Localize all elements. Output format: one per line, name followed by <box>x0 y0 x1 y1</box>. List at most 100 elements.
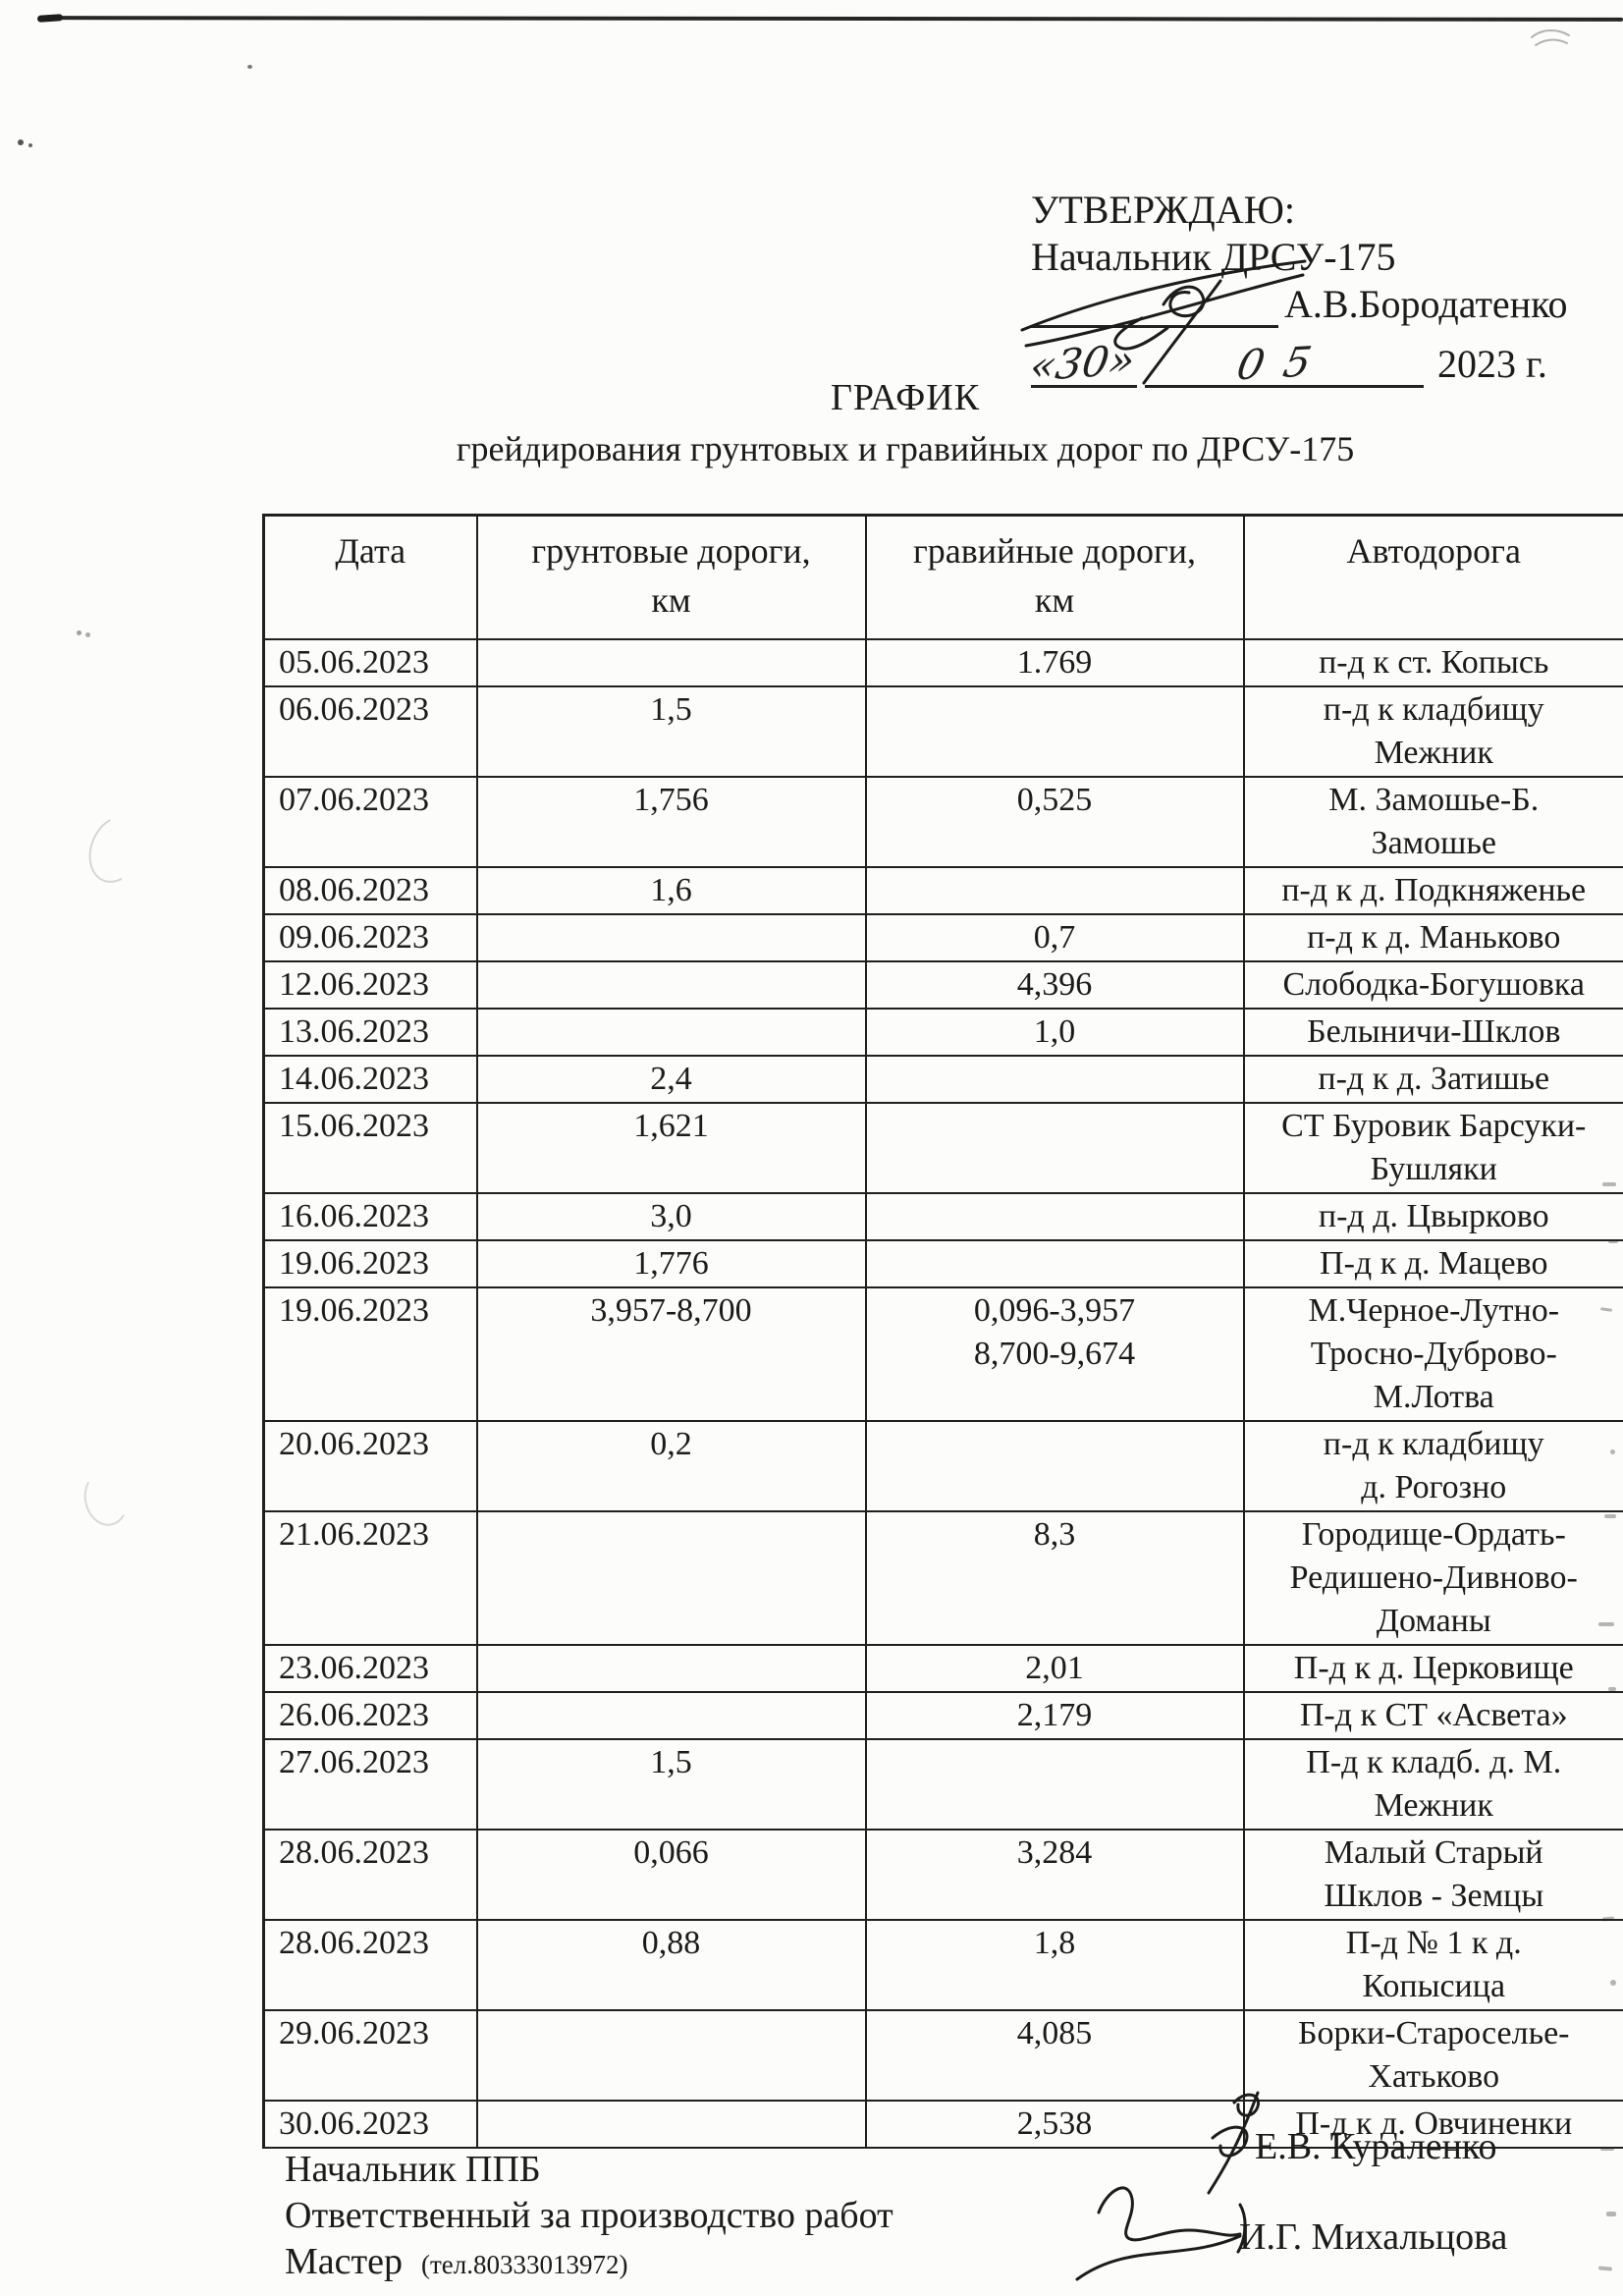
cell-gravel: 1,8 <box>864 1919 1245 2011</box>
handwritten-day: «30» <box>1026 335 1139 391</box>
schedule-table-body: 05.06.2023 1.769 п-д к ст. Копысь 06.06.202… <box>262 638 1623 2149</box>
scan-artifact <box>1606 2212 1616 2216</box>
cell-dirt: 1,5 <box>475 685 867 778</box>
cell-date: 26.06.2023 <box>262 1691 478 1740</box>
approver-signature-line: А.В.Бородатенко <box>1031 281 1600 328</box>
table-row: 20.06.2023 0,2 п-д к кладбищу д. Рогозно <box>262 1420 1623 1512</box>
cell-road: П-д № 1 к д. Копысица <box>1242 1919 1623 2011</box>
cell-road: СТ Буровик Барсуки- Бушляки <box>1242 1102 1623 1194</box>
cell-date: 28.06.2023 <box>262 1919 478 2011</box>
table-row: 27.06.2023 1,5 П-д к кладб. д. М. Межник <box>262 1738 1623 1831</box>
approve-word: УТВЕРЖДАЮ: <box>1031 188 1295 232</box>
cell-gravel <box>864 1055 1245 1104</box>
cell-date: 07.06.2023 <box>262 776 478 868</box>
cell-date: 30.06.2023 <box>262 2100 478 2149</box>
cell-dirt <box>475 1008 867 1057</box>
table-row: 09.06.2023 0,7 п-д к д. Маньково <box>262 913 1623 962</box>
scan-artifact <box>18 139 24 145</box>
scan-artifact-top-blob <box>36 14 64 23</box>
footer-signer-2: И.Г. Михальцова <box>1239 2216 1508 2258</box>
approval-date-line: «30» 05 2023 г. <box>1026 335 1600 391</box>
cell-dirt <box>475 2009 867 2102</box>
cell-date: 21.06.2023 <box>262 1510 478 1646</box>
table-row: 19.06.2023 3,957-8,700 0,096-3,957 8,700-9… <box>262 1286 1623 1422</box>
signature-underline <box>1031 284 1278 328</box>
table-row: 16.06.2023 3,0 п-д д. Цвырково <box>262 1192 1623 1241</box>
cell-gravel: 1,0 <box>864 1008 1245 1057</box>
cell-gravel <box>864 685 1245 778</box>
cell-gravel <box>864 1239 1245 1288</box>
cell-gravel: 4,396 <box>864 960 1245 1010</box>
cell-dirt: 1,756 <box>475 776 867 868</box>
cell-road: П-д к д. Мацево <box>1242 1239 1623 1288</box>
document-title: ГРАФИК <box>830 377 981 418</box>
cell-date: 29.06.2023 <box>262 2009 478 2102</box>
cell-date: 28.06.2023 <box>262 1829 478 1921</box>
table-row: 06.06.2023 1,5 п-д к кладбищу Межник <box>262 685 1623 778</box>
handwritten-month: 05 <box>1145 337 1424 389</box>
cell-gravel <box>864 866 1245 915</box>
cell-gravel: 1.769 <box>864 638 1245 687</box>
cell-date: 12.06.2023 <box>262 960 478 1010</box>
cell-gravel: 2,538 <box>864 2100 1245 2149</box>
cell-dirt <box>475 1644 867 1693</box>
cell-road: М. Замошье-Б. Замошье <box>1242 776 1623 868</box>
cell-date: 08.06.2023 <box>262 866 478 915</box>
table-row: 05.06.2023 1.769 п-д к ст. Копысь <box>262 638 1623 687</box>
cell-dirt: 1,5 <box>475 1738 867 1831</box>
cell-road: Городище-Ордать- Редишено-Дивново- Доман… <box>1242 1510 1623 1646</box>
cell-dirt: 3,957-8,700 <box>475 1286 867 1422</box>
cell-gravel: 8,3 <box>864 1510 1245 1646</box>
footer-role-3: Мастер (тел.80333013972) <box>285 2239 893 2288</box>
cell-road: Слободка-Богушовка <box>1242 960 1623 1010</box>
table-row: 13.06.2023 1,0 Белыничи-Шклов <box>262 1008 1623 1057</box>
header-date: Дата <box>262 514 478 640</box>
table-row: 19.06.2023 1,776 П-д к д. Мацево <box>262 1239 1623 1288</box>
cell-road: п-д к д. Маньково <box>1242 913 1623 962</box>
footer-signer-1: Е.В. Кураленко <box>1255 2126 1497 2167</box>
cell-dirt: 1,621 <box>475 1102 867 1194</box>
table-row: 08.06.2023 1,6 п-д к д. Подкняженье <box>262 866 1623 915</box>
cell-road: п-д к д. Затишье <box>1242 1055 1623 1104</box>
scan-artifact <box>247 65 252 69</box>
cell-dirt <box>475 638 867 687</box>
table-row: 12.06.2023 4,396 Слободка-Богушовка <box>262 960 1623 1010</box>
table-row: 28.06.2023 0,88 1,8 П-д № 1 к д. Копысица <box>262 1919 1623 2011</box>
cell-road: П-д к СТ «Асвета» <box>1242 1691 1623 1740</box>
scan-artifact <box>79 1467 134 1530</box>
cell-date: 20.06.2023 <box>262 1420 478 1512</box>
cell-dirt <box>475 1691 867 1740</box>
cell-date: 15.06.2023 <box>262 1102 478 1194</box>
cell-gravel <box>864 1192 1245 1241</box>
cell-date: 16.06.2023 <box>262 1192 478 1241</box>
document-title-block: ГРАФИК грейдирования грунтовых и гравийн… <box>262 376 1548 470</box>
approval-year: 2023 г. <box>1437 342 1547 386</box>
cell-date: 27.06.2023 <box>262 1738 478 1831</box>
cell-gravel: 2,179 <box>864 1691 1245 1740</box>
cell-road: Белыничи-Шклов <box>1242 1008 1623 1057</box>
cell-gravel <box>864 1738 1245 1831</box>
schedule-table: Дата грунтовые дороги, км гравийные доро… <box>262 514 1623 2149</box>
cell-date: 19.06.2023 <box>262 1286 478 1422</box>
scan-artifact <box>77 630 81 635</box>
document-subtitle: грейдирования грунтовых и гравийных доро… <box>456 429 1355 468</box>
cell-road: п-д д. Цвырково <box>1242 1192 1623 1241</box>
scan-artifact-top-line <box>38 16 1623 22</box>
director-signature <box>1020 259 1307 385</box>
cell-date: 05.06.2023 <box>262 638 478 687</box>
cell-road: п-д к кладбищу Межник <box>1242 685 1623 778</box>
cell-date: 19.06.2023 <box>262 1239 478 1288</box>
cell-dirt: 3,0 <box>475 1192 867 1241</box>
header-dirt-roads: грунтовые дороги, км <box>475 514 867 640</box>
table-row: 07.06.2023 1,756 0,525 М. Замошье-Б. Замошь… <box>262 776 1623 868</box>
cell-gravel <box>864 1420 1245 1512</box>
header-gravel-roads: гравийные дороги, км <box>864 514 1245 640</box>
cell-dirt <box>475 913 867 962</box>
footer-role-1: Начальник ППБ <box>285 2149 541 2190</box>
approver-title: Начальник ДРСУ-175 <box>1031 235 1396 279</box>
footer-roles: Начальник ППБ Ответственный за производс… <box>285 2147 893 2288</box>
table-row: 23.06.2023 2,01 П-д к д. Церковище <box>262 1644 1623 1693</box>
cell-gravel: 0,525 <box>864 776 1245 868</box>
cell-road: п-д к ст. Копысь <box>1242 638 1623 687</box>
